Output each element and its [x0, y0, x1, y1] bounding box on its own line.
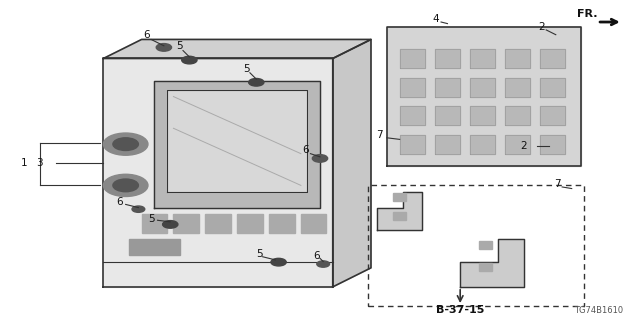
Text: 4: 4: [433, 14, 439, 24]
Text: 2: 2: [520, 141, 527, 151]
Polygon shape: [399, 106, 425, 125]
Circle shape: [156, 44, 172, 51]
Polygon shape: [399, 77, 425, 97]
Text: 5: 5: [256, 249, 263, 259]
Circle shape: [271, 258, 286, 266]
Circle shape: [103, 174, 148, 196]
Circle shape: [113, 138, 138, 150]
Bar: [269, 214, 294, 233]
Polygon shape: [505, 77, 531, 97]
Text: FR.: FR.: [577, 9, 597, 19]
Text: TG74B1610: TG74B1610: [573, 307, 623, 316]
Circle shape: [103, 133, 148, 155]
Polygon shape: [435, 135, 460, 154]
Text: 6: 6: [314, 251, 320, 261]
Circle shape: [163, 220, 178, 228]
Text: 7: 7: [554, 180, 561, 189]
Circle shape: [113, 179, 138, 192]
Bar: [301, 214, 326, 233]
Polygon shape: [460, 239, 524, 287]
Polygon shape: [470, 135, 495, 154]
Polygon shape: [470, 49, 495, 68]
Polygon shape: [435, 77, 460, 97]
Polygon shape: [333, 39, 371, 287]
Text: 7: 7: [376, 130, 383, 140]
Polygon shape: [167, 90, 307, 192]
Bar: [141, 214, 167, 233]
Bar: [479, 263, 492, 271]
Polygon shape: [435, 49, 460, 68]
Polygon shape: [505, 106, 531, 125]
Polygon shape: [540, 49, 565, 68]
Polygon shape: [435, 106, 460, 125]
Bar: [129, 239, 180, 255]
Polygon shape: [378, 192, 422, 230]
Text: 6: 6: [143, 30, 150, 40]
Bar: [205, 214, 231, 233]
Polygon shape: [540, 106, 565, 125]
Text: 2: 2: [538, 22, 545, 32]
Text: B-37-15: B-37-15: [436, 305, 484, 316]
Text: 5: 5: [177, 41, 183, 52]
Bar: [173, 214, 199, 233]
Circle shape: [312, 155, 328, 162]
Polygon shape: [399, 49, 425, 68]
Text: 6: 6: [303, 146, 309, 156]
Polygon shape: [154, 81, 320, 208]
Polygon shape: [540, 77, 565, 97]
Circle shape: [182, 56, 197, 64]
Circle shape: [317, 261, 330, 267]
Polygon shape: [470, 77, 495, 97]
Polygon shape: [540, 135, 565, 154]
Polygon shape: [103, 39, 371, 59]
Bar: [394, 193, 406, 201]
Bar: [394, 212, 406, 220]
Bar: [237, 214, 262, 233]
Bar: [479, 241, 492, 249]
Polygon shape: [505, 49, 531, 68]
Text: 5: 5: [148, 214, 154, 224]
Circle shape: [248, 78, 264, 86]
Polygon shape: [103, 59, 333, 287]
Polygon shape: [470, 106, 495, 125]
Text: 5: 5: [243, 64, 250, 74]
Polygon shape: [387, 27, 581, 166]
Polygon shape: [505, 135, 531, 154]
Text: 3: 3: [36, 158, 43, 168]
Polygon shape: [399, 135, 425, 154]
Text: 6: 6: [116, 197, 123, 207]
Text: 1: 1: [20, 158, 27, 168]
Circle shape: [132, 206, 145, 212]
